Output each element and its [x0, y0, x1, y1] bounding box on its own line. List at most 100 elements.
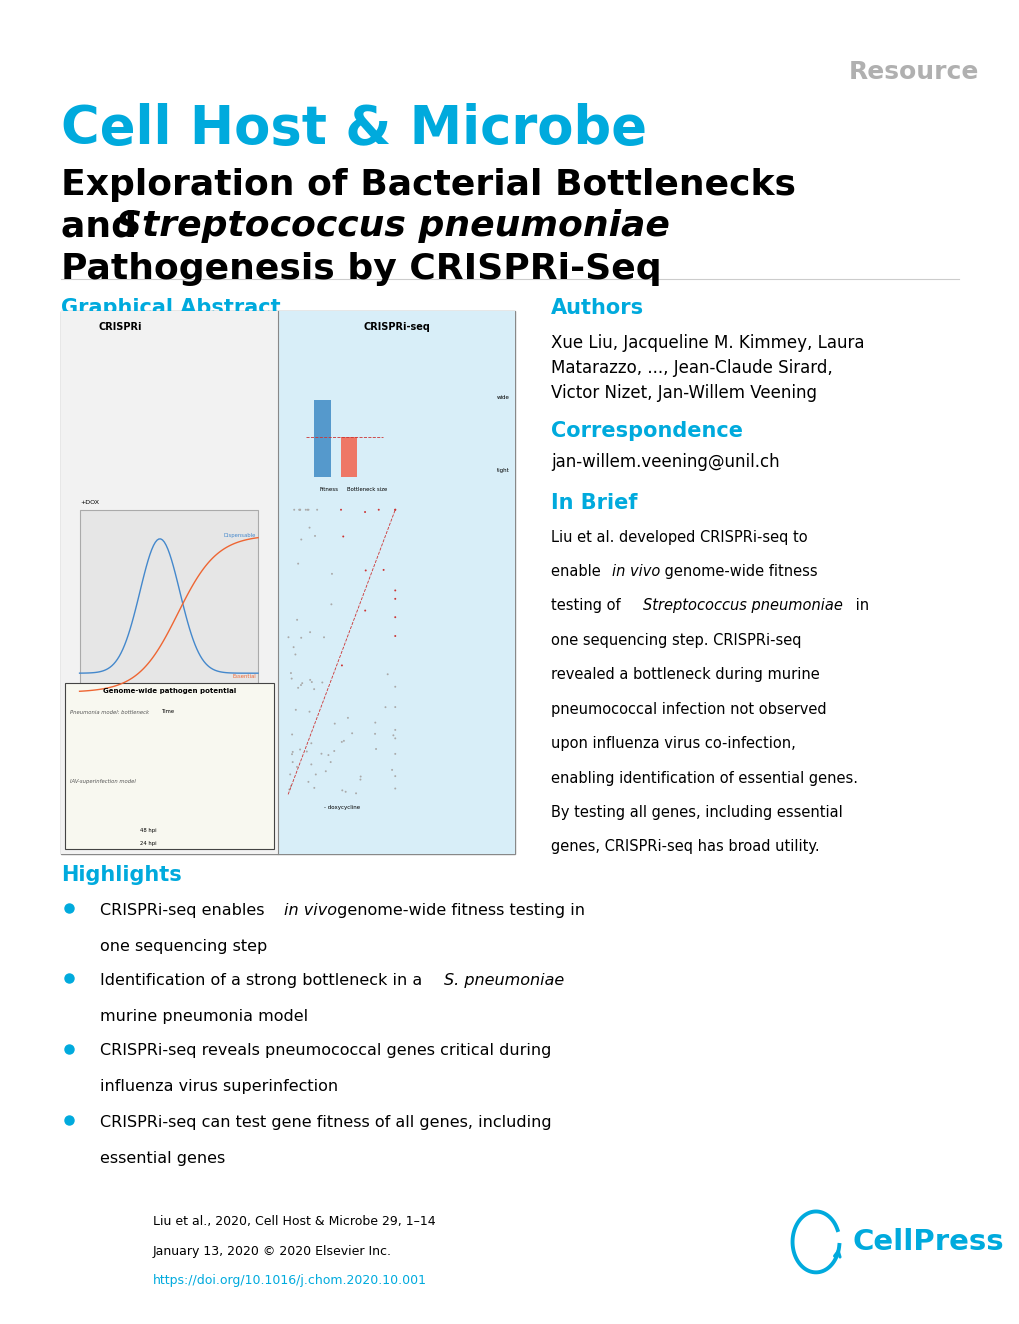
Point — [386, 606, 403, 628]
Point — [326, 714, 342, 735]
Point — [353, 765, 369, 786]
Text: Pathogenesis by CRISPRi-Seq: Pathogenesis by CRISPRi-Seq — [61, 252, 661, 286]
Point — [304, 671, 320, 692]
Text: CRISPRi-seq reveals pneumococcal genes critical during: CRISPRi-seq reveals pneumococcal genes c… — [100, 1043, 551, 1058]
Point — [300, 772, 316, 793]
Text: testing of: testing of — [550, 598, 625, 613]
Text: Time: Time — [162, 708, 175, 714]
Text: Graphical Abstract: Graphical Abstract — [61, 298, 280, 318]
Text: influenza virus superinfection: influenza virus superinfection — [100, 1079, 337, 1094]
Point — [300, 499, 316, 520]
Point — [313, 743, 329, 764]
Text: wide: wide — [496, 395, 510, 400]
Point — [283, 724, 300, 745]
FancyBboxPatch shape — [278, 311, 515, 854]
Point — [287, 643, 304, 665]
Text: in vivo: in vivo — [611, 564, 659, 579]
Text: genes, CRISPRi-seq has broad utility.: genes, CRISPRi-seq has broad utility. — [550, 839, 818, 854]
Point — [326, 740, 342, 761]
Text: genome-wide fitness: genome-wide fitness — [659, 564, 817, 579]
Point — [385, 724, 401, 745]
Point — [289, 677, 306, 698]
Text: January 13, 2020 © 2020 Elsevier Inc.: January 13, 2020 © 2020 Elsevier Inc. — [153, 1245, 391, 1258]
Point — [379, 663, 395, 685]
Text: Identification of a strong bottleneck in a: Identification of a strong bottleneck in… — [100, 973, 427, 988]
Point — [282, 776, 299, 797]
Point — [358, 560, 374, 581]
Point — [288, 609, 305, 630]
Text: tight: tight — [497, 467, 510, 473]
Point — [386, 779, 403, 800]
Text: Dispensable: Dispensable — [223, 534, 256, 538]
Text: in: in — [850, 598, 868, 613]
Text: 24 hpi: 24 hpi — [141, 841, 157, 846]
Point — [281, 779, 298, 800]
Text: one sequencing step: one sequencing step — [100, 939, 267, 953]
Text: - doxycycline: - doxycycline — [323, 805, 360, 810]
Text: Liu et al., 2020, Cell Host & Microbe 29, 1–14: Liu et al., 2020, Cell Host & Microbe 29… — [153, 1215, 435, 1229]
Point — [314, 671, 330, 692]
Point — [308, 764, 324, 785]
Point — [282, 662, 299, 683]
Point — [301, 518, 317, 539]
Point — [316, 626, 332, 647]
Text: Liu et al. developed CRISPRi-seq to: Liu et al. developed CRISPRi-seq to — [550, 530, 807, 544]
Text: revealed a bottleneck during murine: revealed a bottleneck during murine — [550, 667, 818, 682]
Text: S. pneumoniae: S. pneumoniae — [443, 973, 564, 988]
Point — [335, 731, 352, 752]
Point — [291, 739, 308, 760]
Point — [301, 702, 317, 723]
Point — [320, 744, 336, 765]
Point — [298, 499, 314, 520]
Point — [317, 761, 333, 782]
Point — [386, 677, 403, 698]
Point — [293, 673, 310, 694]
Text: Genome-wide pathogen potential: Genome-wide pathogen potential — [103, 688, 235, 695]
Point — [290, 499, 307, 520]
Point — [337, 781, 354, 802]
Point — [282, 764, 299, 785]
Point — [323, 563, 339, 584]
Point — [302, 621, 318, 642]
Text: jan-willem.veening@unil.ch: jan-willem.veening@unil.ch — [550, 453, 779, 471]
Point — [386, 743, 403, 764]
Point — [347, 782, 364, 804]
Point — [283, 669, 300, 690]
Point — [386, 588, 403, 609]
Point — [280, 626, 297, 647]
Point — [386, 625, 403, 646]
Point — [303, 732, 319, 753]
Point — [323, 593, 339, 614]
Text: CRISPRi: CRISPRi — [99, 322, 142, 332]
Text: Xue Liu, Jacqueline M. Kimmey, Laura
Matarazzo, ..., Jean-Claude Sirard,
Victor : Xue Liu, Jacqueline M. Kimmey, Laura Mat… — [550, 334, 863, 401]
Point — [306, 777, 322, 798]
Text: Resource: Resource — [848, 60, 978, 83]
Text: CRISPRi-seq: CRISPRi-seq — [364, 322, 430, 332]
Text: Fitness: Fitness — [319, 487, 338, 493]
Text: IAV-superinfection model: IAV-superinfection model — [70, 779, 137, 784]
Point — [287, 699, 304, 720]
Point — [288, 756, 305, 777]
Point — [335, 526, 352, 547]
Text: enabling identification of essential genes.: enabling identification of essential gen… — [550, 771, 857, 785]
Point — [285, 637, 302, 658]
Point — [386, 499, 403, 520]
Text: Essential: Essential — [232, 674, 256, 679]
Text: Pneumonia model: bottleneck: Pneumonia model: bottleneck — [70, 710, 149, 715]
Text: pneumococcal infection not observed: pneumococcal infection not observed — [550, 702, 825, 716]
Point — [309, 499, 325, 520]
FancyBboxPatch shape — [314, 400, 330, 477]
Point — [370, 499, 386, 520]
Text: Exploration of Bacterial Bottlenecks: Exploration of Bacterial Bottlenecks — [61, 168, 796, 203]
Point — [292, 628, 309, 649]
Text: Bottleneck size: Bottleneck size — [347, 487, 387, 493]
Point — [292, 674, 309, 695]
Point — [339, 707, 356, 728]
Text: Streptococcus pneumoniae: Streptococcus pneumoniae — [642, 598, 842, 613]
Point — [386, 499, 403, 520]
Text: https://doi.org/10.1016/j.chom.2020.10.001: https://doi.org/10.1016/j.chom.2020.10.0… — [153, 1274, 427, 1287]
Point — [303, 753, 319, 775]
Point — [386, 728, 403, 749]
Point — [334, 780, 351, 801]
Point — [284, 752, 301, 773]
